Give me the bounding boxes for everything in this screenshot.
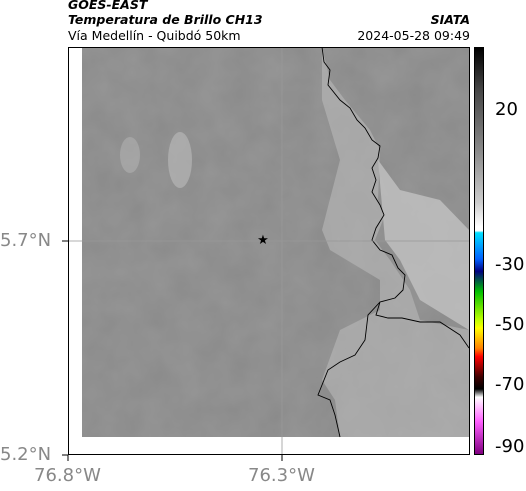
colorbar-label: -50 xyxy=(495,314,525,335)
datetime: 2024-05-28 09:49 xyxy=(357,28,470,43)
colorbar-label: -30 xyxy=(495,254,525,275)
lat-label: 5.7°N xyxy=(0,230,52,251)
satellite: GOES-EAST xyxy=(68,0,148,12)
lon-label: 76.3°W xyxy=(248,465,315,486)
source: SIATA xyxy=(430,12,470,27)
texture xyxy=(82,47,469,437)
colorbar-label: 20 xyxy=(495,99,518,120)
colorbar-label: -90 xyxy=(495,436,525,457)
border-line xyxy=(317,46,470,438)
location-marker: ★ xyxy=(257,233,269,248)
colorbar xyxy=(474,47,484,455)
lon-label: 76.8°W xyxy=(34,465,101,486)
product: Temperatura de Brillo CH13 xyxy=(68,12,263,27)
colorbar-label: -70 xyxy=(495,374,525,395)
route: Vía Medellín - Quibdó 50km xyxy=(68,28,241,43)
lat-label: 5.2°N xyxy=(0,444,52,465)
map-frame xyxy=(68,47,470,455)
